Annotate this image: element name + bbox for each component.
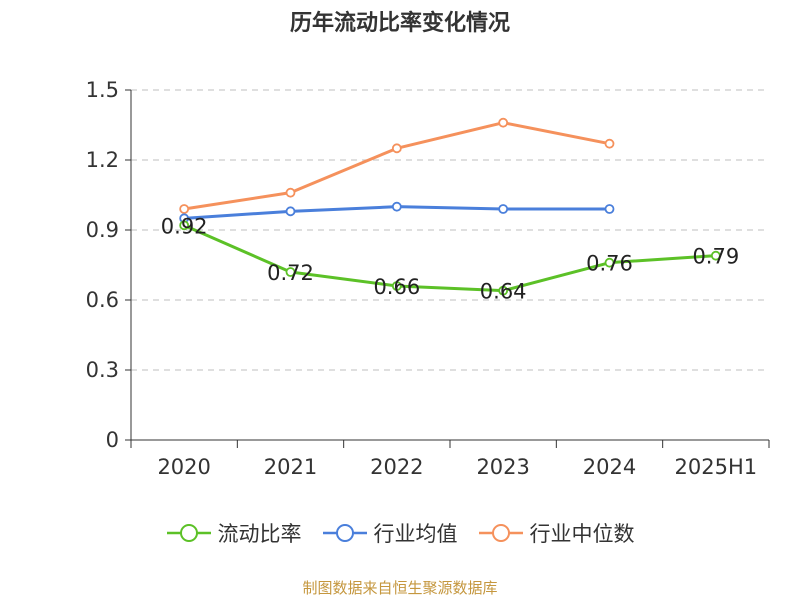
series-line [183, 223, 716, 293]
legend-marker-icon [322, 524, 367, 542]
data-point [391, 201, 402, 212]
y-tick-label: 0 [106, 428, 119, 452]
legend-item[interactable]: 行业均值 [322, 518, 458, 548]
source-footer: 制图数据来自恒生聚源数据库 [302, 579, 498, 597]
data-point [285, 187, 296, 198]
data-label: 0.92 [161, 214, 208, 238]
grid-lines [131, 89, 769, 371]
data-point [391, 143, 402, 154]
data-labels: 0.92 0.72 0.66 0.64 0.76 0.79 [161, 214, 739, 303]
line-chart: 0 0.3 0.6 0.9 1.2 1.5 2020 2021 2022 2023 2024 2025… [86, 78, 770, 479]
series-lines [179, 117, 721, 296]
legend-label: 行业均值 [373, 522, 458, 546]
y-tick-label: 1.2 [86, 148, 119, 172]
x-tick-label: 2020 [157, 455, 210, 479]
data-point [710, 250, 721, 261]
y-tick-label: 1.5 [86, 78, 119, 102]
axes: 0 0.3 0.6 0.9 1.2 1.5 2020 2021 2022 2023 2024 2025… [86, 78, 770, 479]
x-tick-label: 2024 [583, 455, 636, 479]
x-tick-label: 2022 [370, 455, 423, 479]
data-point [179, 204, 190, 214]
data-point [498, 117, 509, 128]
legend-marker-icon [166, 524, 211, 542]
series-line [183, 121, 610, 211]
data-point [285, 267, 296, 277]
data-label: 0.66 [373, 275, 420, 299]
y-tick-label: 0.6 [86, 288, 119, 312]
data-label: 0.64 [480, 280, 527, 304]
data-point [179, 220, 190, 231]
legend-label: 行业中位数 [529, 522, 635, 546]
y-tick-label: 0.3 [86, 358, 119, 382]
legend: 流动比率 行业均值 行业中位数 [0, 518, 800, 548]
data-point [498, 285, 509, 296]
data-point [285, 206, 296, 217]
legend-item[interactable]: 流动比率 [166, 518, 302, 548]
legend-item[interactable]: 行业中位数 [478, 518, 635, 548]
data-point [604, 204, 615, 214]
data-point [391, 281, 402, 291]
data-point [604, 257, 615, 268]
x-tick-label: 2021 [264, 455, 317, 479]
data-point [604, 138, 615, 149]
legend-marker-icon [478, 524, 523, 542]
x-tick-label: 2023 [476, 455, 529, 479]
data-label: 0.72 [267, 261, 314, 285]
chart-title: 历年流动比率变化情况 [289, 11, 510, 36]
data-point [498, 204, 509, 214]
y-tick-label: 0.9 [86, 218, 119, 242]
legend-label: 流动比率 [217, 522, 302, 546]
data-label: 0.79 [692, 245, 739, 269]
data-label: 0.76 [586, 252, 633, 276]
x-tick-label: 2025H1 [675, 455, 758, 479]
